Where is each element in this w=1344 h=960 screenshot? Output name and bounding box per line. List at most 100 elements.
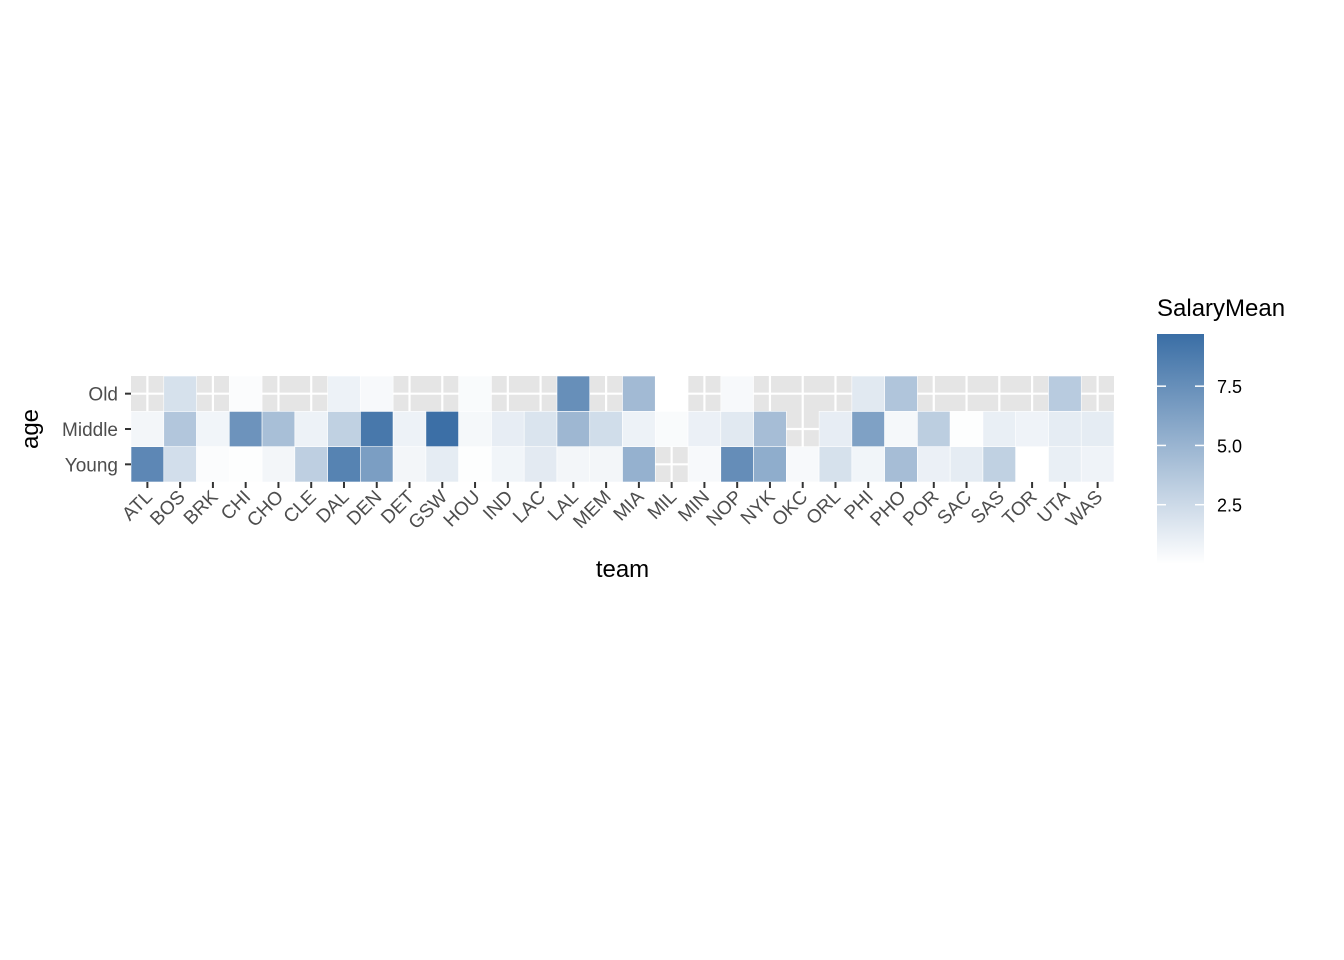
heatmap-cell <box>982 446 1017 483</box>
heatmap-cell <box>851 446 885 483</box>
x-tick-label: PHO <box>867 487 911 531</box>
heatmap-cell <box>720 375 754 412</box>
heatmap-cell <box>884 375 918 412</box>
x-tick-label: HOU <box>440 487 485 532</box>
heatmap-cell <box>720 446 754 483</box>
heatmap-cell <box>196 446 230 483</box>
heatmap-cell <box>556 375 591 412</box>
heatmap-cell <box>851 411 885 447</box>
heatmap-cell <box>327 446 361 483</box>
heatmap-cell <box>163 411 197 447</box>
y-tick-label: Old <box>88 385 118 406</box>
heatmap-cell <box>130 446 165 483</box>
heatmap-cell <box>687 411 722 447</box>
heatmap-cell <box>917 411 951 447</box>
heatmap-cell <box>261 446 296 483</box>
heatmap-cell <box>720 411 754 447</box>
heatmap-cell <box>491 411 525 447</box>
x-axis-title: team <box>596 556 649 583</box>
x-tick-label: CLE <box>280 487 321 528</box>
heatmap-cell <box>294 446 328 483</box>
heatmap-cell <box>851 375 885 412</box>
x-tick-label: CHO <box>243 487 288 532</box>
y-axis-title: age <box>17 409 44 449</box>
heatmap-cell <box>294 411 328 447</box>
heatmap-cell <box>1048 446 1082 483</box>
heatmap-cell <box>1080 411 1115 447</box>
heatmap-cell <box>556 446 591 483</box>
heatmap-cell <box>917 446 951 483</box>
x-tick-label: WAS <box>1062 487 1107 532</box>
x-tick-label: POR <box>899 487 943 531</box>
heatmap-cell <box>523 411 558 447</box>
heatmap-cell <box>589 446 623 483</box>
x-axis: ATLBOSBRKCHICHOCLEDALDENDETGSWHOUINDLACL… <box>118 482 1107 534</box>
y-tick-label: Middle <box>62 420 118 441</box>
x-tick-label: DAL <box>313 487 354 528</box>
heatmap-cell <box>458 446 492 483</box>
heatmap-cell <box>982 411 1017 447</box>
x-tick-label: ORL <box>803 487 845 529</box>
x-tick-label: SAC <box>934 487 976 529</box>
heatmap-cell <box>163 375 197 412</box>
heatmap-cell <box>229 446 263 483</box>
heatmap-cell <box>654 411 689 447</box>
heatmap-cell <box>229 411 263 447</box>
legend-tick-label: 2.5 <box>1217 496 1242 516</box>
heatmap-cell <box>884 446 918 483</box>
heatmap-cell <box>491 446 525 483</box>
heatmap-cell <box>753 411 787 447</box>
x-tick-label: GSW <box>405 487 452 534</box>
x-tick-label: TOR <box>999 487 1042 530</box>
heatmap-cell <box>458 411 492 447</box>
heatmap-cell <box>687 446 722 483</box>
x-tick-label: DEN <box>343 487 386 530</box>
heatmap-cell <box>130 411 165 447</box>
heatmap-cell <box>360 411 394 447</box>
y-tick-label: Young <box>65 455 118 476</box>
heatmap-cell <box>229 375 263 412</box>
legend-tick-label: 7.5 <box>1217 377 1242 397</box>
heatmap-cell <box>425 411 459 447</box>
heatmap-cell <box>622 446 656 483</box>
heatmap-cell <box>1015 411 1049 447</box>
x-tick-label: OKC <box>768 487 812 531</box>
heatmap-cell <box>261 411 296 447</box>
heatmap-cell <box>360 375 394 412</box>
heatmap-cell <box>458 375 492 412</box>
heatmap-cell <box>327 411 361 447</box>
legend-title: SalaryMean <box>1157 295 1285 322</box>
heatmap-cell <box>196 411 230 447</box>
x-tick-label: MIA <box>610 486 649 525</box>
heatmap-cell <box>949 411 984 447</box>
heatmap-cell <box>556 411 591 447</box>
x-tick-label: SAS <box>967 487 1009 529</box>
heatmap-cell <box>622 375 656 412</box>
x-tick-label: NYK <box>737 486 780 529</box>
color-legend: SalaryMean 2.5 5.0 7.5 <box>1157 295 1285 564</box>
heatmap-cells <box>130 375 1115 483</box>
heatmap-cell <box>654 375 689 412</box>
heatmap-cell <box>1080 446 1115 483</box>
heatmap-cell <box>1048 375 1082 412</box>
heatmap-cell <box>392 411 427 447</box>
heatmap-cell <box>425 446 459 483</box>
x-tick-label: LAC <box>509 487 550 528</box>
heatmap-cell <box>786 446 820 483</box>
legend-tick-label: 5.0 <box>1217 436 1242 456</box>
x-tick-label: IND <box>479 487 517 525</box>
y-axis: Young Middle Old <box>62 385 131 476</box>
heatmap-cell <box>818 411 853 447</box>
x-tick-label: MIL <box>644 487 681 524</box>
heatmap-cell <box>523 446 558 483</box>
heatmap-cell <box>163 446 197 483</box>
x-tick-label: MEM <box>569 487 615 533</box>
heatmap-cell <box>1048 411 1082 447</box>
heatmap-cell <box>622 411 656 447</box>
heatmap-cell <box>327 375 361 412</box>
legend-colorbar <box>1157 334 1204 564</box>
heatmap-cell <box>360 446 394 483</box>
x-tick-label: BRK <box>180 486 223 529</box>
heatmap-cell <box>589 411 623 447</box>
